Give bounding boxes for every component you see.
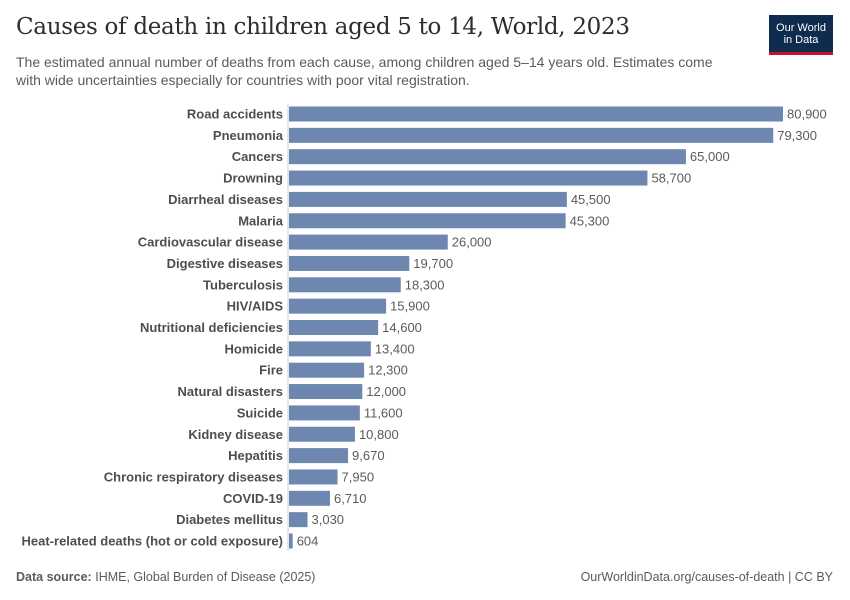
category-label: Drowning <box>223 171 283 186</box>
bar[interactable] <box>289 127 774 143</box>
data-source: Data source: IHME, Global Burden of Dise… <box>16 570 315 584</box>
category-label: Natural disasters <box>178 384 284 399</box>
bar[interactable] <box>289 298 387 314</box>
bar[interactable] <box>289 320 379 335</box>
category-label: Cardiovascular disease <box>138 235 283 250</box>
category-label: Nutritional deficiencies <box>140 320 283 335</box>
value-label: 11,600 <box>364 405 403 420</box>
value-label: 45,500 <box>571 192 611 207</box>
bar[interactable] <box>289 341 371 357</box>
category-label: HIV/AIDS <box>227 299 284 314</box>
value-label: 65,000 <box>690 149 730 164</box>
source-label: Data source: <box>16 570 92 584</box>
category-label: Digestive diseases <box>167 256 283 271</box>
category-label: Homicide <box>224 341 283 356</box>
bar[interactable] <box>289 213 566 229</box>
bar[interactable] <box>289 533 293 549</box>
category-label: Hepatitis <box>228 448 283 463</box>
chart-title: Causes of death in children aged 5 to 14… <box>16 14 630 40</box>
value-label: 7,950 <box>342 469 375 484</box>
bar[interactable] <box>289 255 410 271</box>
value-label: 13,400 <box>375 341 415 356</box>
category-label: Cancers <box>232 149 283 164</box>
bar[interactable] <box>289 106 783 122</box>
value-label: 9,670 <box>352 448 385 463</box>
value-label: 14,600 <box>382 320 422 335</box>
logo-line-2: in Data <box>783 33 819 46</box>
bar[interactable] <box>289 512 308 528</box>
logo-line-1: Our World <box>776 21 826 34</box>
bar[interactable] <box>289 149 686 165</box>
category-label: Diarrheal diseases <box>168 192 283 207</box>
category-label: Road accidents <box>187 107 283 122</box>
value-label: 10,800 <box>359 427 399 442</box>
value-label: 12,300 <box>368 363 408 378</box>
category-label: Kidney disease <box>188 427 283 442</box>
value-label: 12,000 <box>366 384 406 399</box>
value-label: 45,300 <box>570 213 610 228</box>
source-text[interactable]: IHME, Global Burden of Disease (2025) <box>95 570 316 584</box>
category-label: Heat-related deaths (hot or cold exposur… <box>22 534 284 549</box>
bar[interactable] <box>289 384 363 400</box>
value-label: 80,900 <box>787 107 827 122</box>
bar[interactable] <box>289 362 365 378</box>
value-label: 6,710 <box>334 491 367 506</box>
category-label: Suicide <box>237 405 283 420</box>
bar[interactable] <box>289 277 401 293</box>
category-label: Malaria <box>238 213 284 228</box>
owid-logo[interactable]: Our World in Data <box>769 15 833 55</box>
bar[interactable] <box>289 490 330 506</box>
value-label: 79,300 <box>777 128 817 143</box>
category-label: Chronic respiratory diseases <box>104 469 283 484</box>
bar[interactable] <box>289 170 648 186</box>
value-label: 604 <box>297 534 319 549</box>
footer-link[interactable]: OurWorldinData.org/causes-of-death | CC … <box>580 570 833 584</box>
chart-subtitle: The estimated annual number of deaths fr… <box>16 54 713 88</box>
bar[interactable] <box>289 234 448 250</box>
value-label: 19,700 <box>413 256 453 271</box>
value-label: 15,900 <box>390 299 430 314</box>
category-label: Fire <box>259 363 283 378</box>
value-label: 3,030 <box>312 512 345 527</box>
bar[interactable] <box>289 191 567 207</box>
value-label: 18,300 <box>405 277 445 292</box>
category-label: Pneumonia <box>213 128 284 143</box>
category-label: Diabetes mellitus <box>176 512 283 527</box>
bar[interactable] <box>289 426 355 442</box>
bar[interactable] <box>289 448 349 464</box>
value-label: 58,700 <box>651 171 691 186</box>
category-label: COVID-19 <box>223 491 283 506</box>
value-label: 26,000 <box>452 235 492 250</box>
bar[interactable] <box>289 405 360 421</box>
bar[interactable] <box>289 469 338 485</box>
category-label: Tuberculosis <box>203 277 283 292</box>
